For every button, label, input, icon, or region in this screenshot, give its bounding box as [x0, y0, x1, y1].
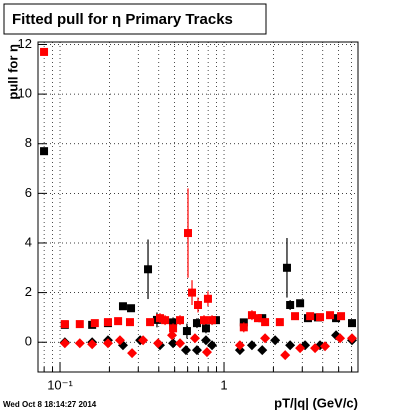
square-marker — [326, 311, 335, 320]
diamond-marker — [168, 338, 179, 349]
y-tick-label: 0 — [25, 334, 32, 349]
y-tick-label: 4 — [25, 234, 32, 249]
x-tick-label: 10⁻¹ — [47, 377, 73, 392]
square-marker — [194, 301, 203, 310]
square-marker — [261, 318, 270, 327]
square-marker — [103, 318, 112, 327]
x-axis-label: pT/|q| (GeV/c) — [274, 395, 358, 410]
footer-date: Wed Oct 8 18:14:27 2014 — [3, 400, 97, 409]
diamond-marker — [234, 340, 245, 351]
diamond-marker — [200, 335, 211, 346]
diamond-marker — [153, 338, 164, 349]
diamond-marker — [189, 333, 200, 344]
diamond-marker — [138, 335, 149, 346]
square-marker — [114, 317, 123, 326]
square-marker — [306, 312, 315, 321]
diamond-marker — [257, 345, 268, 356]
square-marker — [286, 301, 295, 310]
square-marker — [296, 299, 305, 308]
diamond-marker — [59, 338, 70, 349]
diamond-marker — [102, 338, 113, 349]
diamond-marker — [335, 333, 346, 344]
diamond-marker — [280, 350, 291, 361]
square-marker — [332, 314, 341, 323]
y-tick-label: 8 — [25, 135, 32, 150]
square-marker — [253, 314, 262, 323]
square-marker — [200, 316, 209, 325]
y-tick-label: 12 — [18, 36, 32, 51]
square-marker — [127, 304, 136, 313]
square-marker — [247, 311, 256, 320]
square-marker — [182, 327, 191, 336]
y-axis-label: pull for η — [5, 44, 20, 100]
square-marker — [118, 302, 127, 311]
square-marker — [203, 294, 212, 303]
diamond-marker — [346, 333, 357, 344]
square-marker — [291, 312, 300, 321]
diamond-marker — [285, 340, 296, 351]
square-marker — [90, 319, 99, 328]
diamond-marker — [295, 343, 306, 354]
square-marker — [316, 313, 325, 322]
square-marker — [125, 318, 134, 327]
square-marker — [183, 229, 192, 238]
square-marker — [201, 324, 210, 333]
diamond-marker — [270, 335, 281, 346]
y-tick-label: 2 — [25, 284, 32, 299]
square-marker — [176, 316, 185, 325]
square-marker — [75, 320, 84, 329]
square-marker — [188, 288, 197, 297]
square-marker — [144, 265, 153, 274]
square-marker — [156, 314, 165, 323]
square-marker — [60, 320, 69, 329]
diamond-marker — [207, 340, 218, 351]
square-marker — [239, 323, 248, 332]
diamond-marker — [87, 339, 98, 350]
square-marker — [169, 324, 178, 333]
diamond-marker — [175, 338, 186, 349]
square-marker — [275, 318, 284, 327]
y-tick-label: 6 — [25, 185, 32, 200]
diamond-marker — [320, 341, 331, 352]
y-tick-label: 10 — [18, 86, 32, 101]
diamond-marker — [114, 335, 125, 346]
diamond-marker — [180, 345, 191, 356]
square-marker — [192, 319, 201, 328]
square-marker — [337, 312, 346, 321]
chart-title: Fitted pull for η Primary Tracks — [12, 11, 233, 28]
diamond-marker — [127, 348, 138, 359]
square-marker — [282, 263, 291, 272]
diamond-marker — [246, 340, 257, 351]
square-marker — [169, 318, 178, 327]
square-marker — [208, 316, 217, 325]
square-marker — [347, 319, 356, 328]
diamond-marker — [191, 345, 202, 356]
square-marker — [40, 147, 49, 156]
diamond-marker — [74, 338, 85, 349]
square-marker — [161, 316, 170, 325]
square-marker — [40, 47, 49, 56]
diamond-marker — [310, 343, 321, 354]
x-tick-label: 1 — [220, 377, 227, 392]
square-marker — [146, 318, 155, 327]
diamond-marker — [201, 347, 212, 358]
diamond-marker — [167, 330, 178, 341]
title-box — [3, 3, 267, 35]
diamond-marker — [260, 333, 271, 344]
